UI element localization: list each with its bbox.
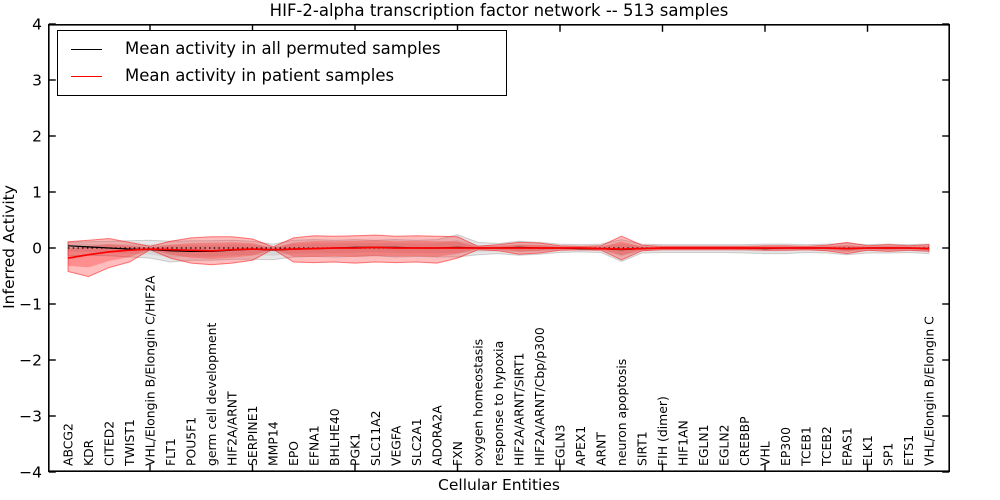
patient-spread-band-inner (68, 240, 929, 268)
x-category-label: HIF2A/ARNT/SIRT1 (511, 353, 526, 466)
x-category-label: oxygen homeostasis (470, 339, 485, 466)
x-category-label: CITED2 (101, 421, 116, 466)
y-tick-label: 2 (32, 128, 42, 146)
legend-line-sample-red (71, 75, 102, 77)
patient-mean-line (67, 246, 930, 259)
x-category-label: EGLN1 (696, 425, 711, 467)
x-axis-label: Cellular Entities (438, 476, 560, 494)
x-category-label: FLT1 (163, 438, 178, 466)
y-tick-label: −1 (19, 296, 42, 314)
x-category-label: BHLHE40 (327, 408, 342, 466)
x-category-label: FXN (450, 441, 465, 466)
x-category-label: TWIST1 (122, 419, 137, 467)
x-category-label: ARNT (593, 432, 608, 466)
x-category-label: CREBBP (737, 416, 752, 466)
legend-item-permuted: Mean activity in all permuted samples (58, 41, 506, 58)
x-category-label: EPO (286, 441, 301, 466)
y-tick-label: 3 (32, 72, 42, 90)
y-tick-label: −2 (19, 352, 42, 370)
x-category-label: SLC11A2 (368, 410, 383, 466)
x-category-label: EP300 (778, 427, 793, 466)
x-category-label: SIRT1 (634, 431, 649, 466)
x-category-label: HIF2A/ARNT (224, 391, 239, 466)
legend-item-patient: Mean activity in patient samples (58, 68, 506, 85)
x-category-label: EGLN3 (552, 425, 567, 467)
x-category-label: TCEB1 (798, 426, 813, 467)
x-category-label: ELK1 (860, 435, 875, 466)
chart-title: HIF-2-alpha transcription factor network… (269, 1, 729, 20)
x-category-label: VHL/Elongin B/Elongin C/HIF2A (142, 275, 157, 466)
x-category-label: FIH (dimer) (655, 396, 670, 466)
x-category-label: neuron apoptosis (614, 359, 629, 466)
x-category-label: VHL/Elongin B/Elongin C (921, 316, 936, 466)
x-category-label: PGK1 (347, 433, 362, 466)
patient-spread-band (67, 234, 930, 278)
x-category-label: TCEB2 (819, 426, 834, 467)
x-category-label: germ cell development (204, 322, 219, 466)
x-category-label: SLC2A1 (409, 418, 424, 466)
x-category-label: VEGFA (388, 425, 403, 466)
x-category-label: EPAS1 (839, 427, 854, 466)
x-category-label: KDR (81, 439, 96, 466)
legend: Mean activity in all permuted samples Me… (57, 30, 507, 96)
legend-line-sample-black (71, 49, 102, 51)
x-category-label: ABCG2 (60, 423, 75, 466)
x-category-label: EFNA1 (306, 425, 321, 466)
legend-label-permuted: Mean activity in all permuted samples (125, 39, 441, 59)
x-category-label: SERPINE1 (245, 406, 260, 466)
y-tick-label: −3 (19, 408, 42, 426)
x-category-label: SP1 (880, 443, 895, 466)
x-category-label: POU5F1 (183, 417, 198, 466)
y-tick-label: −4 (19, 464, 42, 482)
legend-label-patient: Mean activity in patient samples (125, 66, 395, 86)
x-category-label: HIF2A/ARNT/Cbp/p300 (532, 327, 547, 466)
y-tick-label: 4 (32, 16, 42, 34)
y-tick-label: 1 (32, 184, 42, 202)
x-category-label: HIF1AN (675, 420, 690, 466)
x-category-label: response to hypoxia (491, 341, 506, 466)
x-category-label: APEX1 (573, 426, 588, 466)
x-category-label: VHL (757, 441, 772, 466)
x-category-label: MMP14 (265, 421, 280, 466)
x-category-label: ADORA2A (429, 405, 444, 466)
y-axis-label: Inferred Activity (0, 185, 18, 309)
y-tick-label: 0 (32, 240, 42, 258)
x-category-label: EGLN2 (716, 425, 731, 467)
x-category-label: ETS1 (901, 435, 916, 466)
